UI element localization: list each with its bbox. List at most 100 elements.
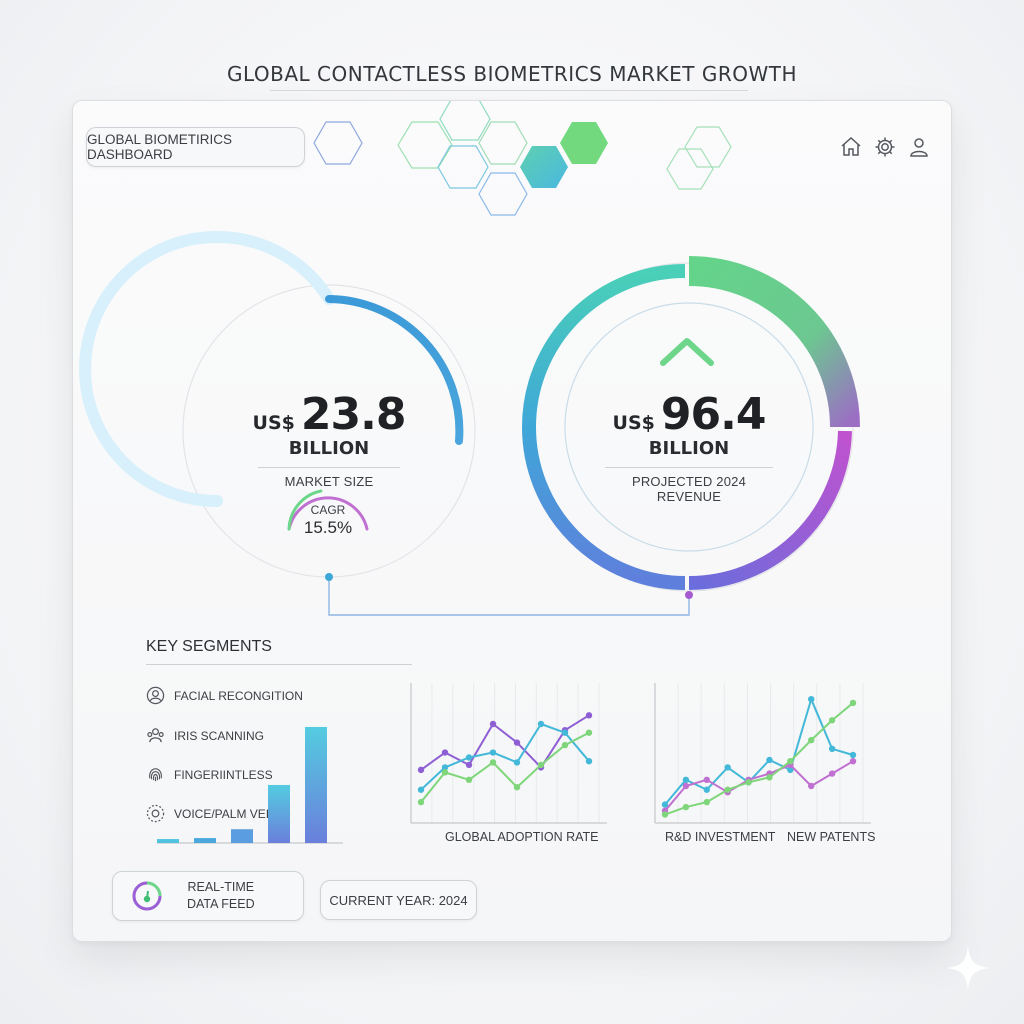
series-3-point-8 xyxy=(585,729,593,736)
bar-3 xyxy=(231,829,253,843)
series-2-point-3 xyxy=(703,776,710,783)
series-2-point-1 xyxy=(417,786,425,793)
feed-gauge-icon xyxy=(132,881,162,911)
patents-caption: NEW PATENTS xyxy=(787,830,876,844)
series-3-point-2 xyxy=(682,803,690,811)
chevron-up-icon xyxy=(660,338,714,366)
series-line-3 xyxy=(420,731,590,803)
title-underline xyxy=(270,90,748,91)
series-line-2 xyxy=(664,760,854,812)
user-icon[interactable] xyxy=(907,135,931,159)
adoption-line-chart xyxy=(410,683,607,824)
segment-item-facial[interactable]: FACIAL RECONGITION xyxy=(146,686,303,705)
series-3-point-8 xyxy=(808,736,815,744)
cagr-arc xyxy=(287,496,369,531)
market-progress-arc xyxy=(325,295,464,445)
current-year-badge: CURRENT YEAR: 2024 xyxy=(320,880,477,920)
projected-arc-right xyxy=(688,430,852,590)
series-3-point-4 xyxy=(489,759,497,766)
adoption-caption: GLOBAL ADOPTION RATE xyxy=(445,830,599,844)
segment-item-voice[interactable]: VOICE/PALM VEIN xyxy=(146,804,278,823)
series-line-2 xyxy=(420,723,590,791)
bar-5 xyxy=(305,726,327,843)
series-3-point-7 xyxy=(561,741,569,749)
projected-label: PROJECTED 2024 REVENUE xyxy=(631,474,747,504)
series-3-point-2 xyxy=(441,769,449,776)
series-2-point-8 xyxy=(585,758,593,765)
people-icon xyxy=(147,728,164,743)
page-title: GLOBAL CONTACTLESS BIOMETRICS MARKET GRO… xyxy=(226,62,798,86)
market-size-block: US$ 23.8 BILLION MARKET SIZE xyxy=(249,389,409,489)
dashboard-title: GLOBAL BIOMETIRICS DASHBOARD xyxy=(86,127,305,167)
dashboard-panel: GLOBAL BIOMETIRICS DASHBOARD xyxy=(72,100,952,942)
series-1-point-1 xyxy=(417,766,425,774)
market-divider xyxy=(258,467,400,468)
series-3-point-10 xyxy=(849,699,857,707)
series-2-point-9 xyxy=(828,770,836,777)
bar-1 xyxy=(157,839,179,843)
series-3-point-9 xyxy=(828,717,836,724)
segment-label: FACIAL RECONGITION xyxy=(174,688,303,703)
series-3-point-6 xyxy=(537,761,545,769)
header-icons xyxy=(839,135,931,159)
series-1-point-9 xyxy=(828,745,836,752)
series-3-point-3 xyxy=(465,776,473,783)
realtime-line-2: DATA FEED xyxy=(187,897,255,911)
series-1-point-2 xyxy=(682,776,690,783)
home-icon[interactable] xyxy=(839,135,863,159)
gear-icon[interactable] xyxy=(873,135,897,159)
connector-dot-right xyxy=(685,591,693,599)
face-icon xyxy=(146,686,165,705)
cagr-label: CAGR xyxy=(310,503,346,517)
market-unit: BILLION xyxy=(288,438,370,459)
segment-label: IRIS SCANNING xyxy=(174,728,265,743)
cagr-value: 15.5% xyxy=(303,518,353,537)
projected-unit: BILLION xyxy=(648,438,730,459)
series-1-point-3 xyxy=(703,786,710,793)
series-1-point-8 xyxy=(808,696,815,703)
segments-bar-chart xyxy=(157,726,343,844)
segment-label: FINGERIINTLESS xyxy=(174,767,273,782)
series-1-point-2 xyxy=(441,749,449,756)
market-label: MARKET SIZE xyxy=(284,474,374,489)
series-3-point-5 xyxy=(513,784,521,791)
segment-label: VOICE/PALM VEIN xyxy=(174,806,278,821)
cagr-block: CAGR 15.5% xyxy=(289,503,367,538)
series-2-point-2 xyxy=(441,764,449,771)
projected-value: 96.4 xyxy=(660,389,767,440)
series-2-point-4 xyxy=(489,749,497,756)
series-2-point-7 xyxy=(561,729,569,736)
series-3-point-1 xyxy=(417,798,425,806)
series-1-point-4 xyxy=(724,764,731,771)
series-1-point-5 xyxy=(513,739,521,746)
series-1-point-7 xyxy=(787,766,794,774)
series-2-point-6 xyxy=(537,720,545,728)
series-line-3 xyxy=(664,702,854,816)
segment-item-fingerprint[interactable]: FINGERIINTLESS xyxy=(146,765,273,784)
segment-item-iris[interactable]: IRIS SCANNING xyxy=(146,726,264,745)
sparkle-icon xyxy=(946,946,990,990)
projected-currency: US$ xyxy=(612,412,655,434)
market-currency: US$ xyxy=(252,412,295,434)
series-line-1 xyxy=(664,698,854,806)
cagr-arc-green xyxy=(287,489,323,531)
segments-divider xyxy=(146,664,412,665)
voice-icon xyxy=(146,804,165,823)
series-3-point-1 xyxy=(661,811,669,818)
ring-connector xyxy=(328,577,690,616)
series-3-point-3 xyxy=(703,798,710,806)
series-2-point-10 xyxy=(849,758,857,765)
series-2-point-5 xyxy=(513,759,521,766)
series-1-point-6 xyxy=(766,756,773,764)
series-1-point-4 xyxy=(489,720,497,728)
series-2-point-2 xyxy=(682,782,690,790)
series-1-point-1 xyxy=(661,801,669,808)
realtime-feed-button[interactable]: REAL-TIME DATA FEED xyxy=(112,871,304,921)
projected-arc-left xyxy=(522,264,686,590)
market-size-ring xyxy=(79,231,860,616)
series-line-1 xyxy=(420,714,590,771)
series-2-point-3 xyxy=(465,754,473,761)
projected-inner-ring xyxy=(564,302,814,552)
rd-caption: R&D INVESTMENT xyxy=(665,830,776,844)
projected-divider xyxy=(605,467,773,468)
